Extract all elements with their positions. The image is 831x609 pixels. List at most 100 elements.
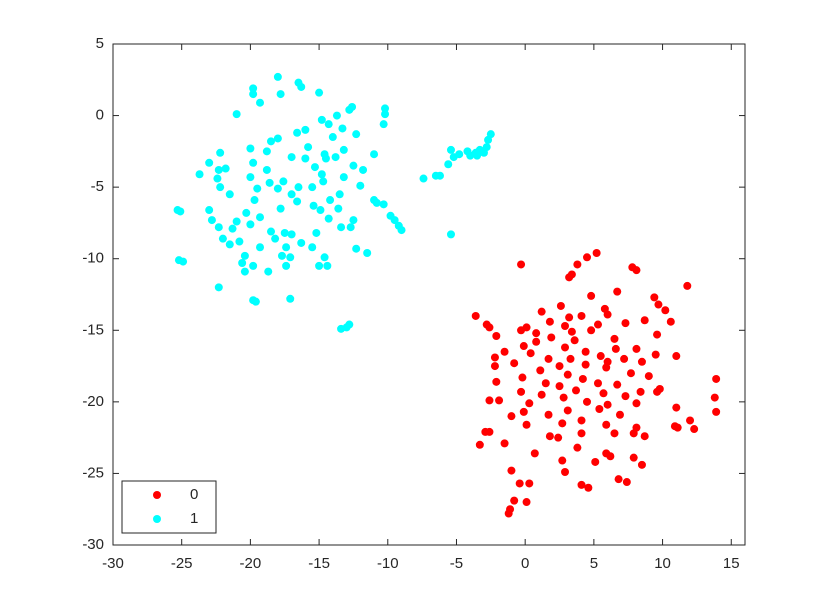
point — [331, 153, 340, 162]
point — [179, 257, 188, 266]
point — [273, 72, 282, 81]
y-tick-label: -5 — [91, 178, 104, 195]
point — [672, 403, 681, 412]
point — [712, 374, 721, 383]
point — [581, 347, 590, 356]
point — [251, 297, 260, 306]
point — [653, 387, 662, 396]
point — [637, 357, 646, 366]
point — [602, 420, 611, 429]
point — [271, 234, 280, 243]
point — [328, 133, 337, 142]
point — [565, 313, 574, 322]
point — [637, 460, 646, 469]
point — [544, 354, 553, 363]
point — [629, 429, 638, 438]
point — [500, 439, 509, 448]
legend-box — [121, 480, 217, 534]
point — [339, 173, 348, 182]
x-tick-label: -15 — [308, 555, 330, 572]
point — [603, 310, 612, 319]
plot-box — [112, 43, 746, 546]
point — [273, 134, 282, 143]
point — [446, 145, 455, 154]
point — [545, 432, 554, 441]
point — [622, 478, 631, 487]
point — [510, 496, 519, 505]
point — [419, 174, 428, 183]
point — [545, 317, 554, 326]
x-tick-label: -30 — [102, 555, 124, 572]
point — [547, 333, 556, 342]
point — [276, 204, 285, 213]
point — [317, 115, 326, 124]
point — [246, 173, 255, 182]
point — [256, 243, 265, 252]
point — [561, 321, 570, 330]
point — [324, 214, 333, 223]
point — [484, 135, 493, 144]
point — [286, 294, 295, 303]
point — [372, 198, 381, 207]
point — [615, 410, 624, 419]
point — [276, 90, 285, 99]
point — [249, 84, 258, 93]
y-tick-label: -15 — [82, 321, 104, 338]
point — [431, 171, 440, 180]
point — [626, 369, 635, 378]
point — [613, 380, 622, 389]
point — [250, 196, 259, 205]
point — [232, 110, 241, 119]
point — [282, 261, 291, 270]
point — [670, 422, 679, 431]
point — [640, 432, 649, 441]
point — [310, 163, 319, 172]
point — [235, 237, 244, 246]
point — [282, 243, 291, 252]
point — [304, 143, 313, 152]
point — [561, 467, 570, 476]
point — [596, 352, 605, 361]
point — [690, 425, 699, 434]
point — [495, 396, 504, 405]
point — [504, 509, 513, 518]
point — [207, 216, 216, 225]
point — [573, 260, 582, 269]
point — [490, 353, 499, 362]
point — [522, 498, 531, 507]
point — [317, 170, 326, 179]
point — [297, 82, 306, 91]
point — [592, 248, 601, 257]
point — [683, 281, 692, 290]
point — [449, 153, 458, 162]
point — [214, 223, 223, 232]
point — [621, 392, 630, 401]
legend-marker — [153, 491, 161, 499]
point — [356, 181, 365, 190]
point — [246, 220, 255, 229]
point — [517, 387, 526, 396]
point — [563, 406, 572, 415]
point — [518, 373, 527, 382]
point — [232, 217, 241, 226]
point — [613, 287, 622, 296]
point — [349, 216, 358, 225]
point — [249, 90, 258, 99]
point — [277, 251, 286, 260]
point — [267, 137, 275, 146]
point — [308, 243, 317, 252]
point — [214, 283, 223, 292]
point — [256, 98, 265, 107]
point — [390, 216, 399, 225]
point — [334, 204, 343, 213]
point — [273, 184, 282, 193]
point — [500, 347, 509, 356]
point — [666, 317, 675, 326]
point — [653, 330, 662, 339]
point — [554, 433, 563, 442]
point — [519, 342, 528, 351]
point — [672, 352, 681, 361]
point — [324, 120, 333, 129]
point — [256, 213, 265, 222]
